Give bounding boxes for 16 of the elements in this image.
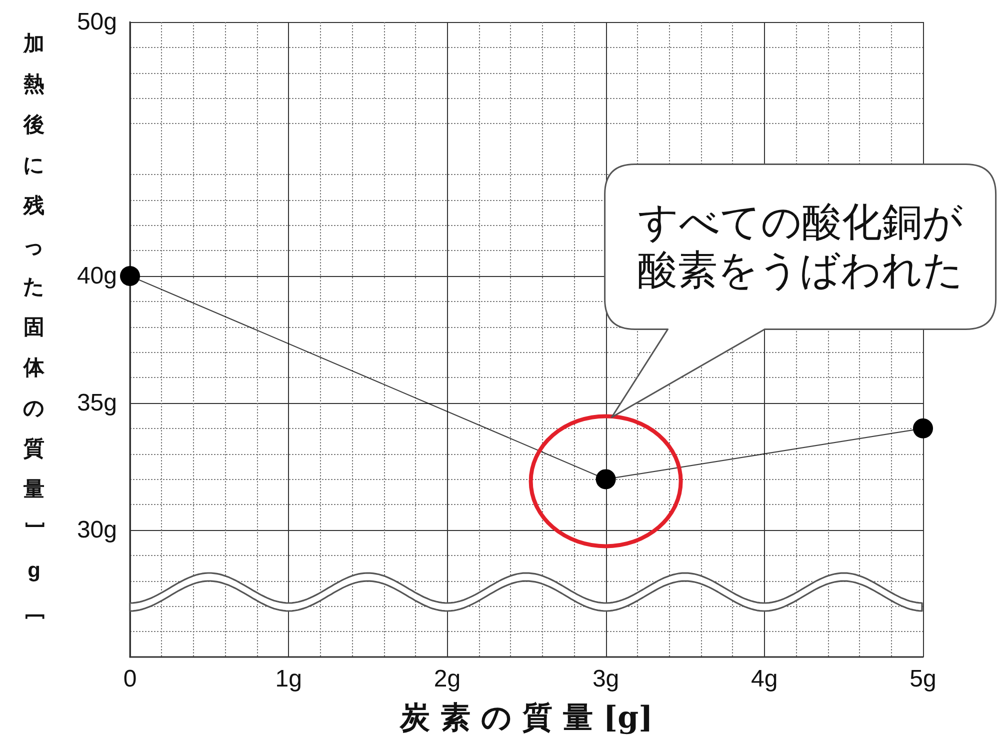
y-tick-label: 40g <box>76 262 117 290</box>
y-tick-label: 30g <box>76 516 117 544</box>
y-tick-label: 50g <box>76 8 117 36</box>
point <box>596 469 616 490</box>
text: 加熱後に残った固体の質量﹇g﹈ <box>23 32 45 622</box>
x-axis-title: 炭 素 の 質 量 [g] <box>399 700 653 736</box>
annotation: すべての酸化銅が酸素をうばわれた <box>637 200 964 293</box>
x-tick-label: 1g <box>275 666 302 692</box>
x-tick-label: 0 <box>123 666 137 692</box>
point <box>120 266 140 286</box>
x-tick-label: 2g <box>434 666 461 692</box>
x-tick-label: 4g <box>751 666 778 692</box>
y-tick-label: 35g <box>76 390 117 416</box>
x-tick-label: 3g <box>592 666 620 692</box>
x-tick-label: 5g <box>910 666 936 692</box>
point <box>913 418 933 438</box>
